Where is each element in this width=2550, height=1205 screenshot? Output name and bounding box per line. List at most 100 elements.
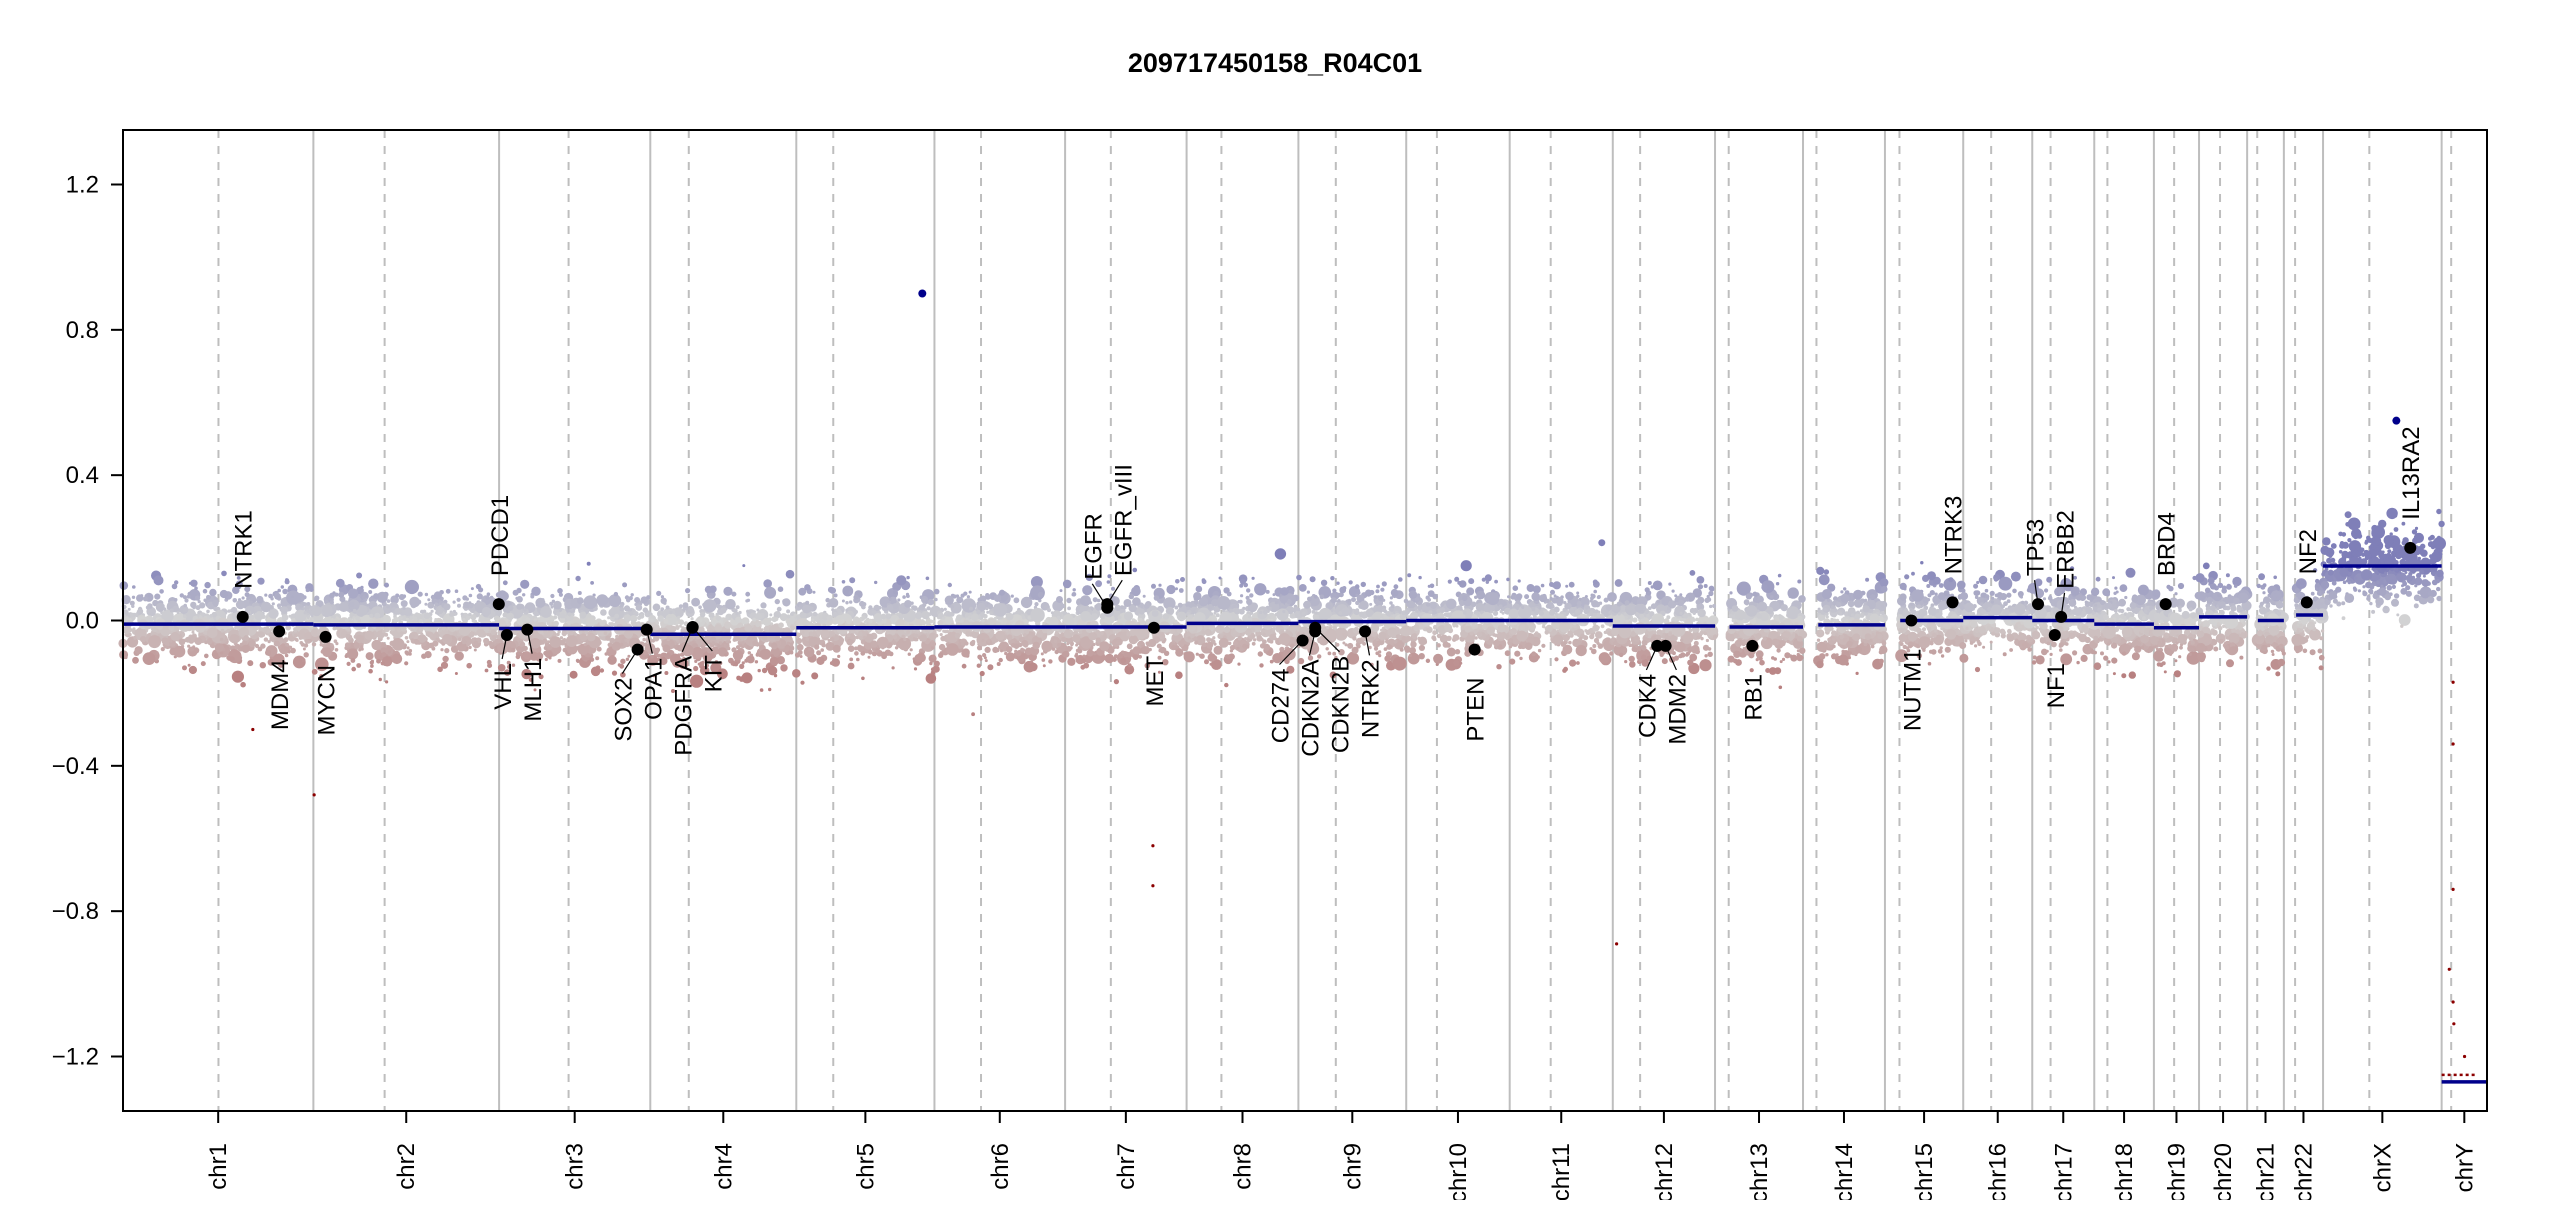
probe-point (1355, 584, 1360, 589)
probe-point (1171, 645, 1176, 650)
probe-point (470, 631, 474, 635)
probe-point (725, 599, 736, 610)
probe-point (379, 678, 382, 681)
probe-point (1259, 663, 1263, 667)
probe-point (1116, 639, 1123, 646)
probe-point (382, 630, 386, 634)
probe-point (1041, 641, 1052, 652)
probe-point (368, 590, 372, 594)
probe-point (787, 637, 793, 643)
probe-point (444, 648, 449, 653)
probe-point (809, 631, 814, 636)
probe-point (1332, 589, 1336, 593)
probe-point (1083, 655, 1086, 658)
probe-point (1391, 589, 1399, 597)
probe-point (208, 640, 212, 644)
probe-point (1114, 654, 1118, 658)
probe-point (758, 636, 761, 639)
probe-point (405, 636, 409, 640)
probe-point (1375, 589, 1379, 593)
probe-point (190, 580, 197, 587)
probe-point (1379, 595, 1383, 599)
probe-point (614, 592, 618, 596)
probe-point (303, 648, 306, 651)
probe-point (579, 612, 586, 619)
probe-point (381, 661, 385, 665)
probe-point (123, 617, 129, 623)
probe-point (1139, 609, 1145, 615)
probe-point (802, 605, 811, 614)
probe-point (550, 636, 562, 648)
probe-point (646, 595, 650, 599)
probe-point (1188, 615, 1193, 620)
probe-point (161, 647, 165, 651)
probe-point (401, 600, 408, 607)
probe-point (742, 564, 745, 567)
probe-point (1029, 663, 1038, 672)
probe-point (1061, 637, 1066, 642)
probe-point (1496, 664, 1501, 669)
probe-point (348, 588, 358, 598)
probe-point (760, 688, 764, 692)
probe-point (920, 634, 927, 641)
probe-point (1419, 645, 1425, 651)
probe-point (893, 590, 898, 595)
probe-point (1374, 640, 1377, 643)
probe-point (1418, 576, 1421, 579)
probe-point (939, 644, 945, 650)
probe-point (168, 625, 173, 630)
probe-point (369, 614, 373, 618)
probe-point (632, 622, 636, 626)
probe-point (785, 646, 788, 649)
probe-point (170, 609, 174, 613)
probe-point (670, 626, 676, 632)
probe-point (944, 608, 947, 611)
probe-point (631, 593, 634, 596)
probe-point (278, 606, 281, 609)
probe-point (1224, 683, 1228, 687)
probe-point (154, 594, 160, 600)
probe-point (442, 626, 446, 630)
probe-point (914, 634, 918, 638)
probe-point (309, 639, 313, 643)
probe-point (207, 628, 218, 639)
probe-point (1453, 660, 1459, 666)
probe-point (1433, 626, 1437, 630)
probe-point (1407, 573, 1411, 577)
probe-point (453, 632, 457, 636)
probe-point (614, 614, 619, 619)
probe-point (149, 617, 154, 622)
probe-point (362, 595, 366, 599)
probe-point (1278, 633, 1290, 645)
probe-point (350, 602, 355, 607)
probe-point (720, 607, 726, 613)
probe-point (1252, 642, 1256, 646)
probe-point (1133, 654, 1139, 660)
probe-point (485, 669, 489, 673)
probe-point (816, 650, 821, 655)
probe-point (1433, 637, 1437, 641)
probe-point (1414, 615, 1417, 618)
probe-point (1330, 576, 1334, 580)
probe-point (369, 598, 372, 601)
probe-point (171, 632, 180, 641)
probe-point (715, 624, 723, 632)
probe-point (854, 651, 859, 656)
probe-point (1042, 622, 1045, 625)
probe-point (1565, 592, 1574, 601)
probe-point (1317, 637, 1322, 642)
probe-point (1527, 584, 1535, 592)
probe-point (858, 631, 863, 636)
probe-point (613, 623, 617, 627)
probe-point (780, 664, 787, 671)
probe-point (1339, 587, 1346, 594)
probe-point (624, 605, 630, 611)
probe-point (893, 635, 898, 640)
probe-point (314, 596, 319, 601)
probe-point (406, 618, 409, 621)
probe-point (1296, 575, 1302, 581)
probe-point (1275, 613, 1279, 617)
probe-point (326, 617, 330, 621)
probe-point (861, 677, 865, 681)
probe-point (934, 598, 938, 602)
